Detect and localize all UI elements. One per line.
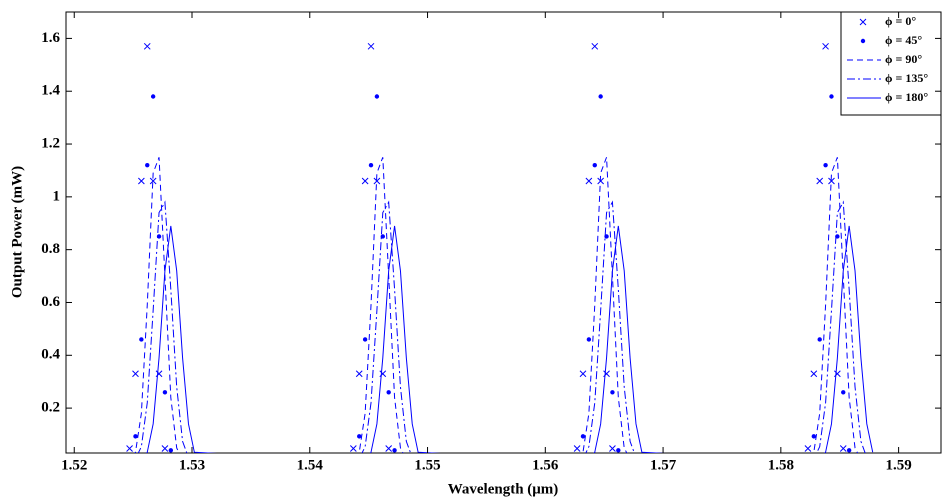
marker-x [349,445,357,452]
marker-x [804,445,812,452]
x-tick-label: 1.59 [885,457,911,473]
marker-x [579,370,587,378]
series-line [134,157,859,453]
marker-dot [374,94,380,99]
marker-dot [386,390,391,395]
marker-x [591,42,599,50]
marker-dot [168,448,174,453]
legend-label: ϕ = 0° [885,14,916,28]
marker-x [161,445,169,452]
marker-x [810,370,818,378]
y-axis-label: Output Power (mW) [9,166,25,298]
legend-label: ϕ = 45° [885,33,922,47]
marker-x [609,445,616,452]
marker-x [138,177,145,185]
marker-dot [817,337,822,342]
legend: ϕ = 0° ϕ = 45° ϕ = 90° ϕ = 135° ϕ = 180° [840,11,942,116]
marker-x [373,177,381,185]
marker-dot [846,448,852,453]
x-tick-label: 1.56 [532,457,559,473]
marker-x [143,42,151,50]
marker-x [149,177,157,185]
marker-x [355,370,363,378]
marker-dot [150,94,156,99]
x-tick-label: 1.52 [61,457,87,473]
marker-dot [598,94,603,99]
legend-label: ϕ = 90° [885,52,922,66]
plot-frame [65,11,942,454]
marker-dot [145,162,150,168]
marker-dot [811,434,817,439]
marker-dot [610,390,615,395]
marker-x [839,445,847,452]
marker-x [367,42,375,50]
marker-dot [841,390,846,395]
marker-x [859,18,867,26]
y-tick-label: 1.6 [41,30,60,46]
marker-x [573,445,581,452]
legend-label: ϕ = 135° [885,71,928,85]
y-tick-label: 1.2 [41,135,60,151]
y-tick-label: 1 [53,188,61,204]
marker-dot [823,162,828,168]
y-tick-label: 1.4 [41,83,60,99]
marker-dot [829,94,834,99]
marker-dot [139,337,144,342]
marker-dot [368,162,374,168]
marker-x [361,177,369,185]
marker-x [585,177,593,185]
marker-x [385,445,393,452]
marker-dot [592,162,597,168]
marker-x [822,42,829,50]
marker-dot [162,390,168,395]
y-tick-label: 0.2 [41,400,60,416]
marker-dot [357,434,362,439]
x-tick-label: 1.57 [650,457,677,473]
x-axis-label: Wavelength (μm) [448,481,559,497]
marker-x [816,177,824,185]
y-tick-label: 0.4 [41,347,60,363]
marker-dot [362,337,368,342]
x-tick-label: 1.53 [179,457,205,473]
y-tick-label: 0.8 [41,241,60,257]
x-tick-label: 1.55 [414,457,440,473]
marker-x [828,177,835,185]
legend-label: ϕ = 180° [885,90,928,104]
x-tick-label: 1.54 [297,457,324,473]
x-tick-label: 1.58 [768,457,794,473]
y-tick-label: 0.6 [41,294,60,310]
marker-dot [133,434,138,439]
marker-dot [586,337,592,342]
marker-dot [580,434,586,439]
plot-area [126,42,874,453]
series-line [145,225,874,453]
marker-x [132,370,139,378]
marker-dot [860,38,866,44]
marker-dot [392,448,397,453]
marker-x [126,445,133,452]
marker-dot [616,448,621,453]
